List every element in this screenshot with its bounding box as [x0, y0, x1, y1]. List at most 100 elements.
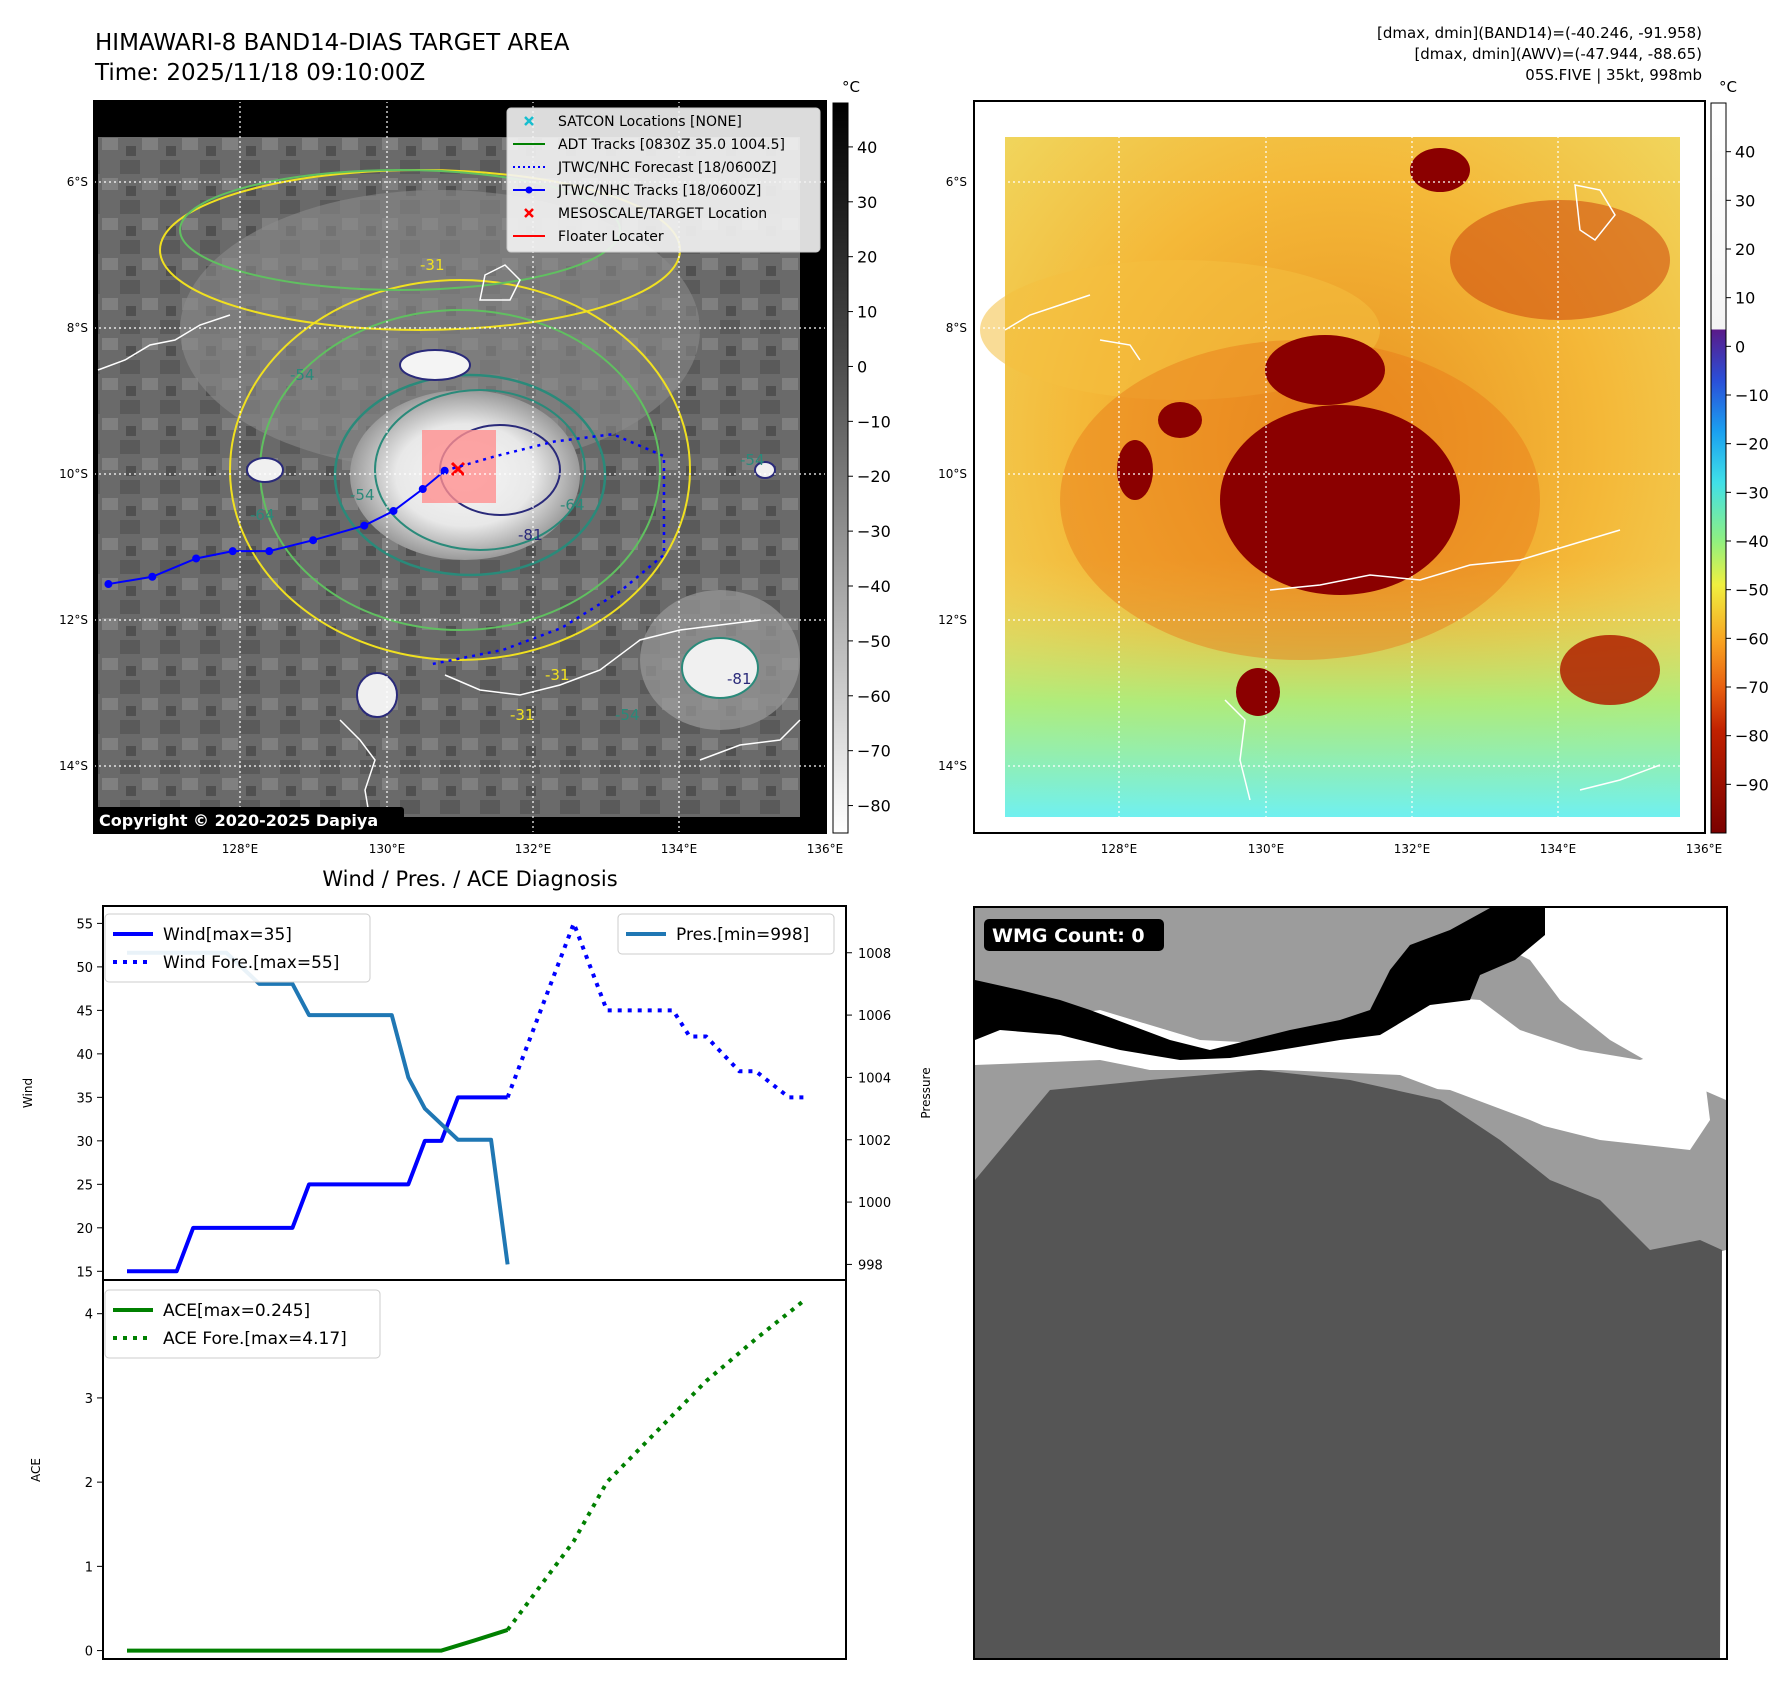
colorbar-tick-label: −10 — [1735, 386, 1769, 405]
color-colorbar-bar — [1710, 102, 1727, 834]
copyright-text: Copyright © 2020-2025 Dapiya — [99, 811, 378, 830]
cloud-band-ne — [1450, 200, 1670, 320]
pressure-ytick-label: 998 — [858, 1258, 883, 1273]
legend-item: SATCON Locations [NONE] — [524, 114, 742, 130]
lon-tick-label: 132°E — [1394, 842, 1431, 856]
colorbar-tick-label: −40 — [857, 577, 891, 596]
wmg-count-box — [984, 919, 1164, 951]
contour-label: -64 — [250, 506, 275, 524]
colorbar-tick-label: 10 — [1735, 289, 1755, 308]
lon-tick-label: 130°E — [1248, 842, 1285, 856]
chart-legend-label: Wind[max=35] — [163, 925, 292, 945]
track-point — [265, 547, 274, 556]
wmg-region-black — [975, 908, 1545, 1060]
lat-tick-label: 10°S — [938, 467, 967, 481]
lat-tick-label: 6°S — [67, 175, 88, 189]
stats-band14: [dmax, dmin](BAND14)=(-40.246, -91.958) — [1377, 24, 1702, 42]
wmg-count-label: WMG Count: 0 — [992, 925, 1145, 947]
colorbar-tick-label: 20 — [857, 248, 877, 267]
contour-label: -31 — [420, 256, 445, 274]
contour-label: -54 — [615, 706, 640, 724]
contour-mid — [374, 389, 586, 551]
copyright-box — [94, 807, 404, 833]
contour-label: -81 — [727, 670, 752, 688]
lat-tick-label: 8°S — [946, 321, 967, 335]
ace-ytick-label: 3 — [85, 1392, 93, 1407]
colorbar-tick-label: 20 — [1735, 240, 1755, 259]
x-marker-icon — [524, 116, 534, 126]
jtwc-track-points — [104, 466, 449, 589]
contour-yellow-ring — [229, 279, 691, 661]
cold-cloud-south — [1236, 668, 1280, 716]
colorbar-tick-label: −60 — [1735, 629, 1769, 648]
cold-cloud-nw — [1158, 402, 1202, 438]
pressure-ytick-label: 1006 — [858, 1009, 891, 1024]
coastline-left — [97, 264, 801, 821]
chart-legend-box — [104, 1289, 381, 1359]
lat-tick-label: 12°S — [938, 613, 967, 627]
lon-tick-label: 134°E — [661, 842, 698, 856]
x-marker-icon — [524, 208, 534, 218]
lon-tick-label: 136°E — [807, 842, 844, 856]
colorbar-tick-label: −20 — [857, 467, 891, 486]
wmg-border — [973, 906, 1728, 1660]
wmg-panel: WMG Count: 0 — [973, 906, 1728, 1660]
chart-legend-box — [104, 913, 371, 983]
axis-ylabel: Wind — [21, 1078, 35, 1108]
cold-cloud-ne — [1410, 148, 1470, 192]
lat-tick-label: 8°S — [67, 321, 88, 335]
wmg-region-gray-dark — [975, 1070, 1722, 1660]
pressure-ytick-label: 1004 — [858, 1071, 891, 1086]
contour-label: -54 — [290, 366, 315, 384]
legend-label: Floater Locater — [558, 229, 664, 245]
chart-legend-label: Wind Fore.[max=55] — [163, 953, 339, 973]
gray-colorbar: °C 40 30 20 10 0 −10 −20 −30 −40 −50 −60 −70 −80 — [832, 78, 891, 834]
wind-ytick-label: 35 — [76, 1091, 93, 1106]
wind-ytick-label: 55 — [76, 917, 93, 932]
lat-tick-label: 14°S — [59, 759, 88, 773]
legend-box — [506, 107, 821, 253]
contour-label: -31 — [545, 666, 570, 684]
gray-colorbar-bar — [832, 102, 849, 834]
colorbar-tick-label: 0 — [857, 357, 867, 376]
track-point — [104, 580, 113, 589]
diagnosis-title: Wind / Pres. / ACE Diagnosis — [322, 867, 617, 891]
lon-tick-label: 128°E — [222, 842, 259, 856]
pressure-ytick-label: 1008 — [858, 947, 891, 962]
wmg-region-white — [975, 995, 1710, 1150]
track-point — [389, 506, 398, 515]
lon-tick-label: 130°E — [369, 842, 406, 856]
ace-ytick-label: 2 — [85, 1476, 93, 1491]
track-point — [309, 536, 318, 545]
colorbar-tick-label: −50 — [857, 632, 891, 651]
contour-label: -81 — [518, 526, 543, 544]
right-map-south-cyan — [1005, 560, 1680, 817]
line-dot-icon — [525, 186, 533, 194]
convective-cell-1 — [399, 349, 471, 381]
ace-ytick-label: 0 — [85, 1645, 93, 1660]
legend-item: JTWC/NHC Tracks [18/0600Z] — [513, 183, 761, 199]
lat-tick-label: 6°S — [946, 175, 967, 189]
contour-label: -54 — [350, 486, 375, 504]
cold-cloud-east — [1560, 635, 1660, 705]
colorbar-tick-label: −30 — [857, 522, 891, 541]
ace-series-line — [127, 1628, 509, 1653]
wind-ytick-label: 15 — [76, 1265, 93, 1280]
wind-ytick-label: 50 — [76, 961, 93, 976]
lon-tick-label: 134°E — [1540, 842, 1577, 856]
convective-cell-2 — [246, 457, 284, 483]
colorbar-tick-label: 30 — [1735, 191, 1755, 210]
ace-ytick-label: 1 — [85, 1560, 93, 1575]
legend-label: MESOSCALE/TARGET Location — [558, 206, 767, 222]
cold-cloud-west — [1117, 440, 1153, 500]
chart-legend-label: Pres.[min=998] — [676, 925, 809, 945]
chart-legend-box — [617, 913, 835, 955]
colorbar-tick-label: −20 — [1735, 435, 1769, 454]
contour-label: -54 — [740, 451, 765, 469]
axis-ylabel: Pressure — [919, 1067, 933, 1118]
chart-legend-label: ACE[max=0.245] — [163, 1301, 310, 1321]
contour-labels: -54 -81 -64 -31 -54 -31 -54 -31 -54 -81 … — [250, 256, 765, 724]
colorbar-tick-label: 40 — [857, 138, 877, 157]
lon-tick-label: 132°E — [515, 842, 552, 856]
colorbar-tick-label: −10 — [857, 412, 891, 431]
